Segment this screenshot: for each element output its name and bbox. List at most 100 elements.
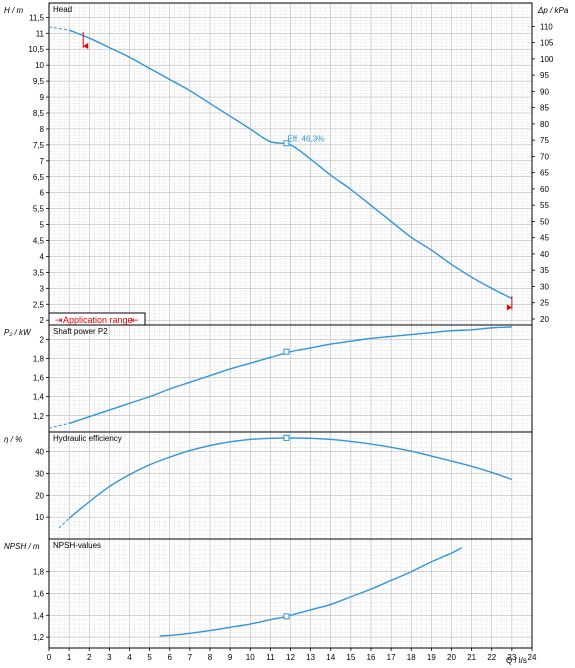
range-marker-end <box>506 304 512 311</box>
panel-4: NPSH-values NPSH / m 1,2 1,4 1,6 1,8 <box>4 538 533 649</box>
y-tick-label: 1,8 <box>33 354 45 363</box>
y-tick-label: 2 <box>40 335 45 344</box>
x-tick-label: 13 <box>306 653 315 662</box>
y-tick-label: 10 <box>35 61 44 70</box>
duty-point-marker <box>283 348 290 355</box>
y-right-tick-label: 90 <box>540 87 549 96</box>
y-axis-right-label: Δp / kPa <box>537 6 569 15</box>
y-right-tick-label: 95 <box>540 71 549 80</box>
efficiency-annotation: Eff. 46,3% <box>287 134 324 143</box>
grid-horizontal <box>49 4 532 324</box>
range-marker-start <box>83 43 89 50</box>
y-tick-label: 1,4 <box>33 611 45 620</box>
duty-point-marker <box>283 140 290 147</box>
x-tick-label: 14 <box>326 653 335 662</box>
x-tick-label: 16 <box>367 653 376 662</box>
y-axis-label: NPSH / m <box>4 542 40 551</box>
y-tick-label: 10,5 <box>28 45 44 54</box>
y-tick-label: 2 <box>40 316 45 325</box>
y-tick-label: 3 <box>40 284 45 293</box>
grid-vertical <box>48 432 533 539</box>
x-tick-label: 8 <box>208 653 213 662</box>
x-tick-label: 5 <box>147 653 152 662</box>
application-range-legend: ⇥ Application range ⇤ <box>48 312 146 326</box>
y-tick-label: 4 <box>40 252 45 261</box>
y-tick-label: 9 <box>40 93 45 102</box>
legend-box <box>48 312 146 326</box>
y-axis-label: H / m <box>4 6 23 15</box>
panel-title: Shaft power P2 <box>53 327 108 336</box>
x-tick-label: 21 <box>467 653 476 662</box>
x-tick-label: 15 <box>346 653 355 662</box>
y-tick-label: 40 <box>35 448 44 457</box>
y-tick-label: 10 <box>35 513 44 522</box>
y-right-tick-label: 30 <box>540 282 549 291</box>
legend-arrows: ⇥ <box>55 315 63 325</box>
y-right-tick-label: 35 <box>540 266 549 275</box>
x-tick-label: 17 <box>387 653 396 662</box>
grid-vertical <box>48 325 533 432</box>
y-right-tick-label: 70 <box>540 152 549 161</box>
y-tick-label: 8 <box>40 125 45 134</box>
legend-text: Application range <box>63 315 133 325</box>
panel-3: Hydraulic efficiency η / % 10 20 30 40 <box>4 431 533 540</box>
y-tick-label: 6 <box>40 189 45 198</box>
x-tick-label: 19 <box>427 653 436 662</box>
y-right-tick-label: 40 <box>540 250 549 259</box>
x-tick-label: 7 <box>188 653 193 662</box>
x-tick-label: 23 <box>507 653 516 662</box>
y-tick-label: 1,8 <box>33 568 45 577</box>
y-tick-label: 1,4 <box>33 393 45 402</box>
panel-2: Shaft power P2 P₂ / kW 1,2 1,4 1,6 1,8 2 <box>4 324 533 433</box>
x-tick-label: 10 <box>246 653 255 662</box>
x-tick-label: 12 <box>286 653 295 662</box>
x-tick-label: 0 <box>47 653 52 662</box>
curve-line <box>159 547 462 637</box>
y-tick-label: 7 <box>40 157 45 166</box>
curve-line <box>68 326 512 425</box>
y-right-tick-label: 60 <box>540 185 549 194</box>
y-right-tick-label: 105 <box>540 39 554 48</box>
x-tick-label: 9 <box>228 653 233 662</box>
y-tick-label: 1,6 <box>33 590 45 599</box>
curve-line <box>68 29 513 300</box>
panel-title: NPSH-values <box>53 541 101 550</box>
x-axis-label: Q / l/s <box>506 656 527 665</box>
y-tick-label: 9,5 <box>33 77 45 86</box>
grid-horizontal <box>49 327 532 432</box>
curve-dashed-segment <box>58 517 70 529</box>
y-tick-label: 4,5 <box>33 237 45 246</box>
y-tick-label: 6,5 <box>33 173 45 182</box>
panel-1: Head H / m 2 2,5 3 3,5 4 4,5 5 5,5 6 6,5 7 7,5 8 8,5 9 9,… <box>4 2 569 326</box>
duty-point-marker <box>283 434 290 441</box>
grid-horizontal <box>49 540 532 647</box>
y-axis-label: P₂ / kW <box>4 328 32 337</box>
y-tick-label: 1,2 <box>33 633 45 642</box>
y-right-tick-label: 75 <box>540 136 549 145</box>
x-tick-label: 6 <box>168 653 173 662</box>
panel-title: Hydraulic efficiency <box>53 434 122 443</box>
y-right-tick-label: 25 <box>540 299 549 308</box>
x-tick-label: 22 <box>487 653 496 662</box>
legend-arrows-right: ⇤ <box>131 315 139 325</box>
duty-point-marker <box>283 613 290 620</box>
y-right-tick-label: 50 <box>540 217 549 226</box>
y-tick-label: 5 <box>40 221 45 230</box>
y-tick-label: 1,6 <box>33 374 45 383</box>
y-right-tick-label: 20 <box>540 315 549 324</box>
y-right-tick-label: 55 <box>540 201 549 210</box>
y-tick-label: 20 <box>35 491 44 500</box>
x-tick-label: 1 <box>67 653 72 662</box>
curve-dashed-segment <box>48 26 70 31</box>
x-tick-label: 3 <box>107 653 112 662</box>
y-right-tick-label: 45 <box>540 234 549 243</box>
y-right-tick-label: 80 <box>540 120 549 129</box>
x-tick-label: 20 <box>447 653 456 662</box>
x-tick-label: 24 <box>528 653 537 662</box>
y-right-tick-label: 65 <box>540 169 549 178</box>
x-tick-label: 11 <box>266 653 275 662</box>
x-tick-label: 2 <box>87 653 92 662</box>
y-tick-label: 3,5 <box>33 268 45 277</box>
y-tick-label: 11 <box>36 29 45 38</box>
